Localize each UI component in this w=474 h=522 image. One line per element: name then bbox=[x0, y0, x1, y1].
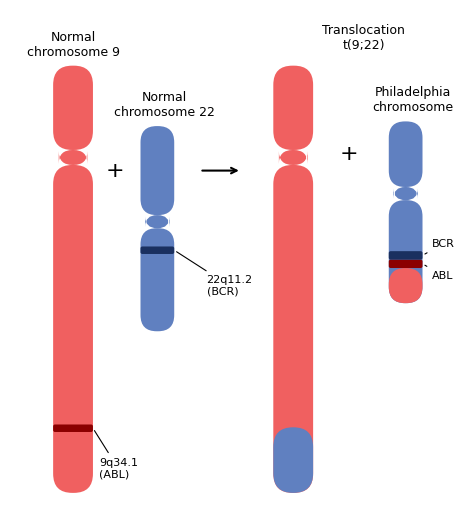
FancyBboxPatch shape bbox=[53, 424, 93, 432]
FancyBboxPatch shape bbox=[389, 200, 422, 303]
Text: 9q34.1
(ABL): 9q34.1 (ABL) bbox=[94, 431, 138, 479]
Text: +: + bbox=[340, 144, 359, 164]
Text: +: + bbox=[106, 161, 125, 181]
Text: Normal
chromosome 9: Normal chromosome 9 bbox=[27, 31, 119, 58]
FancyBboxPatch shape bbox=[389, 268, 422, 303]
FancyBboxPatch shape bbox=[389, 122, 422, 187]
Text: Normal
chromosome 22: Normal chromosome 22 bbox=[114, 91, 215, 119]
Text: 22q11.2
(BCR): 22q11.2 (BCR) bbox=[176, 252, 253, 296]
Text: Philadelphia
chromosome: Philadelphia chromosome bbox=[372, 86, 453, 114]
FancyBboxPatch shape bbox=[273, 66, 313, 150]
FancyBboxPatch shape bbox=[273, 165, 313, 493]
FancyBboxPatch shape bbox=[140, 228, 174, 331]
FancyBboxPatch shape bbox=[140, 246, 174, 254]
FancyBboxPatch shape bbox=[389, 259, 422, 268]
Text: Translocation
t(9;22): Translocation t(9;22) bbox=[322, 25, 405, 52]
FancyBboxPatch shape bbox=[140, 126, 174, 215]
FancyBboxPatch shape bbox=[59, 150, 87, 165]
FancyBboxPatch shape bbox=[53, 66, 93, 150]
FancyBboxPatch shape bbox=[145, 215, 170, 228]
Text: BCR: BCR bbox=[425, 239, 455, 254]
Text: ABL: ABL bbox=[425, 265, 453, 280]
FancyBboxPatch shape bbox=[393, 187, 418, 200]
FancyBboxPatch shape bbox=[279, 150, 308, 165]
FancyBboxPatch shape bbox=[389, 251, 422, 259]
FancyBboxPatch shape bbox=[273, 428, 313, 493]
FancyBboxPatch shape bbox=[53, 165, 93, 493]
